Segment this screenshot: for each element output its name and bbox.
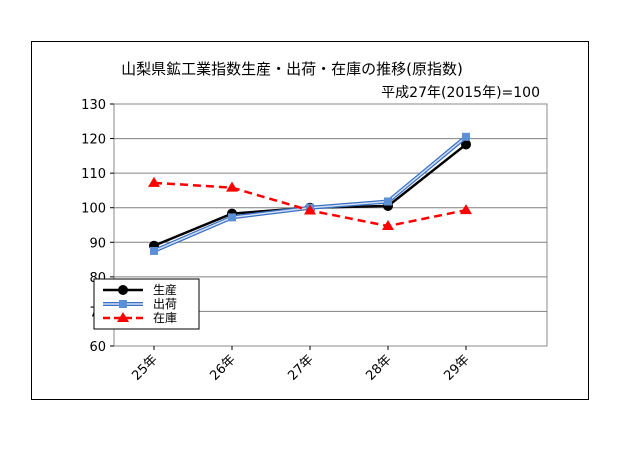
data-point <box>119 300 127 308</box>
data-point <box>228 213 236 222</box>
data-point <box>382 220 394 231</box>
chart-subtitle: 平成27年(2015年)=100 <box>381 85 540 101</box>
legend-label: 出荷 <box>153 297 177 311</box>
x-tick-label: 25年 <box>129 352 160 383</box>
legend-item: 在庫 <box>103 311 177 325</box>
y-tick-label: 60 <box>89 340 106 355</box>
data-point <box>461 139 471 150</box>
data-point <box>226 181 238 192</box>
data-point <box>462 132 470 141</box>
x-axis-ticks: 25年 26年 27年 28年 29年 <box>129 346 473 384</box>
legend-item: 生産 <box>103 282 177 297</box>
x-tick-label: 26年 <box>207 352 238 383</box>
data-point <box>384 197 392 206</box>
y-tick-label: 120 <box>81 133 106 148</box>
y-tick-label: 130 <box>81 98 106 113</box>
series-group <box>148 132 472 255</box>
data-point <box>460 204 472 215</box>
series-triangle <box>148 176 472 231</box>
legend-item: 出荷 <box>103 297 177 311</box>
data-point <box>150 246 158 255</box>
chart-title: 山梨県鉱工業指数生産・出荷・在庫の推移(原指数) <box>121 60 463 78</box>
data-point <box>117 312 129 322</box>
x-tick-label: 29年 <box>441 352 472 383</box>
x-tick-label: 28年 <box>363 352 394 383</box>
data-point <box>118 285 128 295</box>
y-tick-label: 90 <box>89 236 106 251</box>
data-point <box>148 176 160 187</box>
data-point <box>304 204 316 215</box>
y-axis-ticks: 60708090100110120130 <box>81 98 114 355</box>
legend-label: 在庫 <box>153 311 177 325</box>
legend-label: 生産 <box>153 282 177 297</box>
y-tick-label: 110 <box>81 167 106 182</box>
x-tick-label: 27年 <box>285 352 316 383</box>
y-tick-label: 100 <box>81 202 106 217</box>
